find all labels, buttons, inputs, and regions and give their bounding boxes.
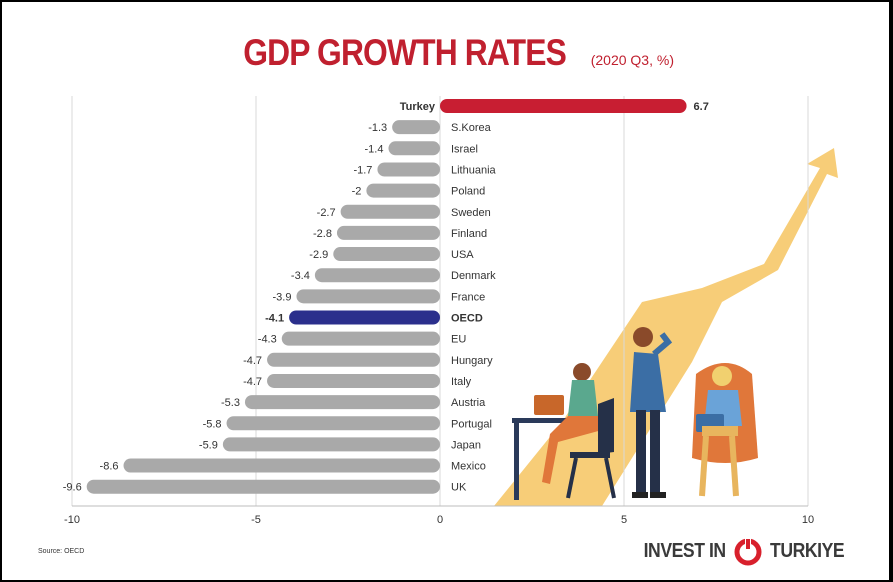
- logo-text-right: TURKIYE: [770, 539, 845, 562]
- bar-finland: [336, 225, 440, 240]
- bar-mexico: [123, 458, 441, 473]
- x-tick-label: -10: [64, 514, 80, 526]
- value-label: -5.3: [221, 397, 240, 409]
- chart-title: GDP GROWTH RATES: [243, 32, 567, 73]
- bar-uk: [86, 479, 440, 494]
- growth-arrow-illustration: [494, 148, 838, 506]
- category-label: UK: [451, 482, 467, 494]
- value-label: -2.7: [317, 207, 336, 219]
- value-label: -4.7: [243, 355, 262, 367]
- standing-man-icon: [630, 327, 673, 498]
- bar-hungary: [267, 352, 440, 367]
- category-label: Israel: [451, 143, 478, 155]
- bar-israel: [388, 141, 440, 156]
- value-label: -5.8: [203, 418, 222, 430]
- category-label: EU: [451, 334, 466, 346]
- category-label: USA: [451, 249, 474, 261]
- bar-oecd: [289, 310, 440, 325]
- category-label: Italy: [451, 376, 472, 388]
- value-label: -3.9: [273, 291, 292, 303]
- category-label: Portugal: [451, 418, 492, 430]
- category-label: France: [451, 291, 485, 303]
- value-label: -4.7: [243, 376, 262, 388]
- value-label: -3.4: [291, 270, 310, 282]
- category-label: S.Korea: [451, 122, 492, 134]
- bar-turkey: [440, 99, 687, 113]
- value-label: -8.6: [100, 461, 119, 473]
- category-label: Turkey: [400, 101, 436, 113]
- chart-subtitle: (2020 Q3, %): [590, 52, 674, 68]
- category-label: Japan: [451, 439, 481, 451]
- bar-japan: [222, 437, 440, 452]
- bar-usa: [333, 247, 440, 262]
- category-label: Austria: [451, 397, 486, 409]
- rising-arrow-icon: [494, 148, 838, 506]
- bar-sweden: [340, 204, 440, 219]
- value-label: -9.6: [63, 482, 82, 494]
- category-label: Finland: [451, 228, 487, 240]
- value-label: -1.3: [368, 122, 387, 134]
- value-label: -4.1: [265, 313, 284, 325]
- x-tick-label: 5: [621, 514, 627, 526]
- value-label: -1.7: [353, 164, 372, 176]
- people-illustration: [512, 327, 758, 500]
- bar-eu: [281, 331, 440, 346]
- power-ring-icon: [734, 537, 762, 566]
- source-note: Source: OECD: [38, 548, 85, 555]
- bar-lithuania: [377, 162, 440, 177]
- value-label: 6.7: [694, 101, 709, 113]
- logo-text-left: INVEST IN: [643, 539, 727, 562]
- value-label: -2.8: [313, 228, 332, 240]
- category-label: Hungary: [451, 355, 493, 367]
- value-label: -2: [352, 186, 362, 198]
- bar-portugal: [226, 416, 440, 431]
- value-label: -4.3: [258, 334, 277, 346]
- value-label: -5.9: [199, 439, 218, 451]
- value-label: -2.9: [309, 249, 328, 261]
- bar-france: [296, 289, 440, 304]
- category-label: Poland: [451, 186, 485, 198]
- bar-skorea: [392, 120, 440, 135]
- category-label: Sweden: [451, 207, 491, 219]
- category-label: Denmark: [451, 270, 496, 282]
- x-tick-label: -5: [251, 514, 261, 526]
- bar-italy: [267, 373, 440, 388]
- woman-with-laptop-icon: [512, 363, 616, 500]
- category-label: Lithuania: [451, 164, 497, 176]
- x-tick-label: 0: [437, 514, 443, 526]
- bar-poland: [366, 183, 440, 198]
- invest-in-turkiye-logo: INVEST IN TURKIYE: [638, 536, 850, 566]
- category-label: OECD: [451, 313, 483, 325]
- x-tick-label: 10: [802, 514, 814, 526]
- bar-austria: [244, 395, 440, 410]
- bar-denmark: [314, 268, 440, 283]
- man-in-armchair-icon: [692, 363, 758, 497]
- category-label: Mexico: [451, 461, 486, 473]
- value-label: -1.4: [365, 143, 384, 155]
- chart-title-block: GDP GROWTH RATES (2020 Q3, %): [2, 32, 889, 74]
